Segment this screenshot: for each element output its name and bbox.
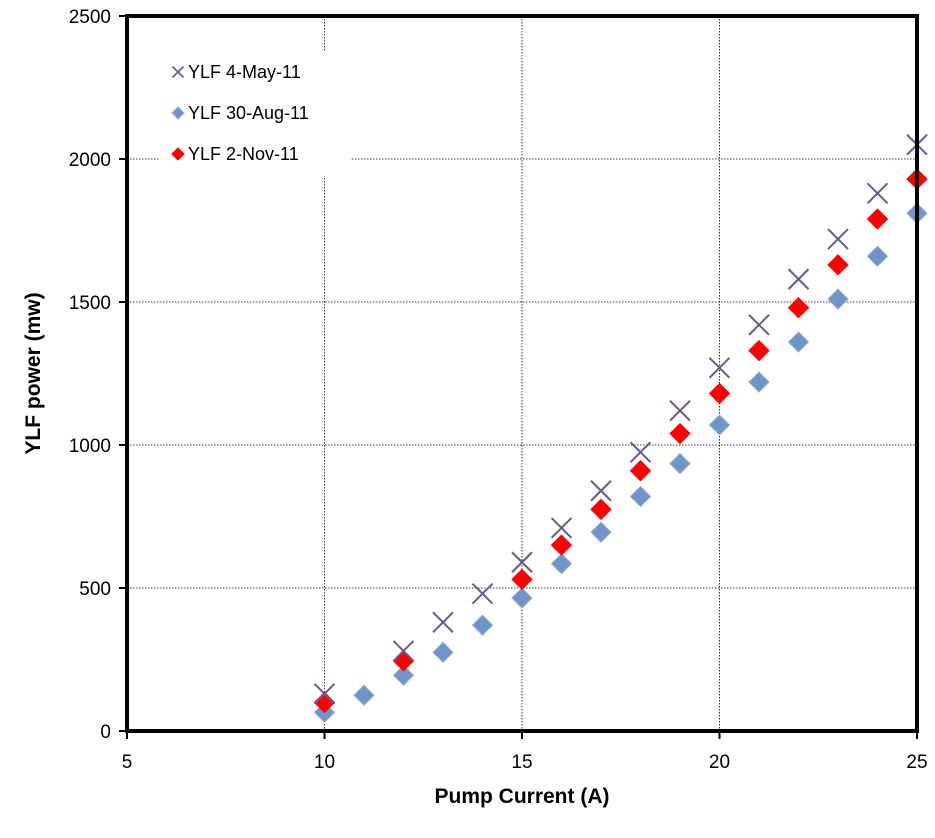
legend-background	[160, 52, 350, 176]
data-point	[748, 371, 770, 393]
data-point	[550, 552, 573, 575]
x-stroke	[629, 441, 652, 463]
x-axis-title: Pump Current (A)	[435, 785, 610, 808]
data-point	[708, 357, 731, 379]
data-point	[787, 331, 810, 353]
legend-marker	[171, 106, 185, 120]
data-point	[511, 551, 533, 573]
x-stroke	[550, 517, 573, 539]
y-tick-label: 1500	[69, 293, 111, 314]
grid-lines	[127, 16, 917, 731]
data-point	[827, 254, 849, 276]
data-point	[392, 650, 415, 672]
x-stroke	[171, 65, 185, 79]
legend-marker	[171, 65, 185, 79]
data-point	[392, 664, 415, 686]
y-axis-title: YLF power (mw)	[22, 292, 45, 454]
x-stroke	[748, 314, 770, 336]
legend-label: YLF 30-Aug-11	[188, 103, 309, 123]
tick-labels: 5 10 15 20 25 0 500 1000 1500 2000 2500	[69, 7, 928, 773]
data-point	[313, 691, 336, 714]
x-stroke	[866, 182, 889, 205]
y-tick-label: 500	[79, 579, 111, 600]
x-stroke	[590, 480, 612, 502]
data-point	[787, 268, 810, 290]
plot-frame	[119, 14, 919, 739]
data-point	[827, 228, 849, 250]
data-point	[353, 684, 375, 706]
data-point	[669, 422, 691, 445]
data-point	[866, 245, 889, 267]
data-points	[313, 133, 928, 724]
x-tick-label: 20	[709, 752, 730, 773]
data-point	[748, 339, 770, 362]
data-point	[669, 399, 691, 422]
data-point	[550, 517, 573, 539]
data-point	[629, 460, 652, 482]
x-stroke	[432, 611, 454, 634]
y-tick-label: 2000	[69, 150, 111, 171]
legend-marker	[171, 147, 185, 161]
legend-label: YLF 4-May-11	[188, 62, 301, 82]
data-point	[629, 441, 652, 463]
data-point	[432, 611, 454, 634]
data-point	[629, 485, 652, 508]
x-stroke	[787, 268, 810, 290]
data-point	[866, 182, 889, 205]
data-point	[590, 521, 612, 543]
x-stroke	[669, 399, 691, 422]
x-tick-label: 5	[122, 752, 133, 773]
x-stroke	[827, 228, 849, 250]
legend-box	[160, 52, 350, 176]
data-point	[748, 314, 770, 336]
data-point	[866, 208, 889, 230]
x-tick-label: 10	[314, 752, 335, 773]
x-tick-label: 25	[906, 752, 927, 773]
x-tick-label: 15	[511, 752, 532, 773]
data-point	[511, 587, 533, 609]
data-point	[313, 683, 336, 705]
data-point	[550, 534, 573, 556]
data-point	[432, 641, 454, 664]
data-point	[471, 614, 494, 636]
data-point	[590, 498, 612, 521]
data-point	[590, 480, 612, 502]
legend: YLF 4-May-11 YLF 30-Aug-11 YLF 2-Nov-11	[171, 62, 309, 164]
data-point	[787, 297, 810, 319]
data-point	[511, 568, 533, 591]
y-tick-label: 1000	[69, 436, 111, 457]
y-tick-label: 2500	[69, 7, 111, 28]
data-point	[827, 288, 849, 310]
data-point	[669, 452, 691, 475]
x-stroke	[313, 683, 336, 705]
x-stroke	[392, 640, 415, 662]
data-point	[708, 414, 731, 436]
data-point	[708, 382, 731, 405]
legend-label: YLF 2-Nov-11	[188, 144, 299, 164]
x-stroke	[471, 583, 494, 605]
x-stroke	[511, 551, 533, 573]
data-point	[471, 583, 494, 605]
y-tick-label: 0	[100, 722, 111, 743]
data-point	[392, 640, 415, 662]
x-stroke	[708, 357, 731, 379]
